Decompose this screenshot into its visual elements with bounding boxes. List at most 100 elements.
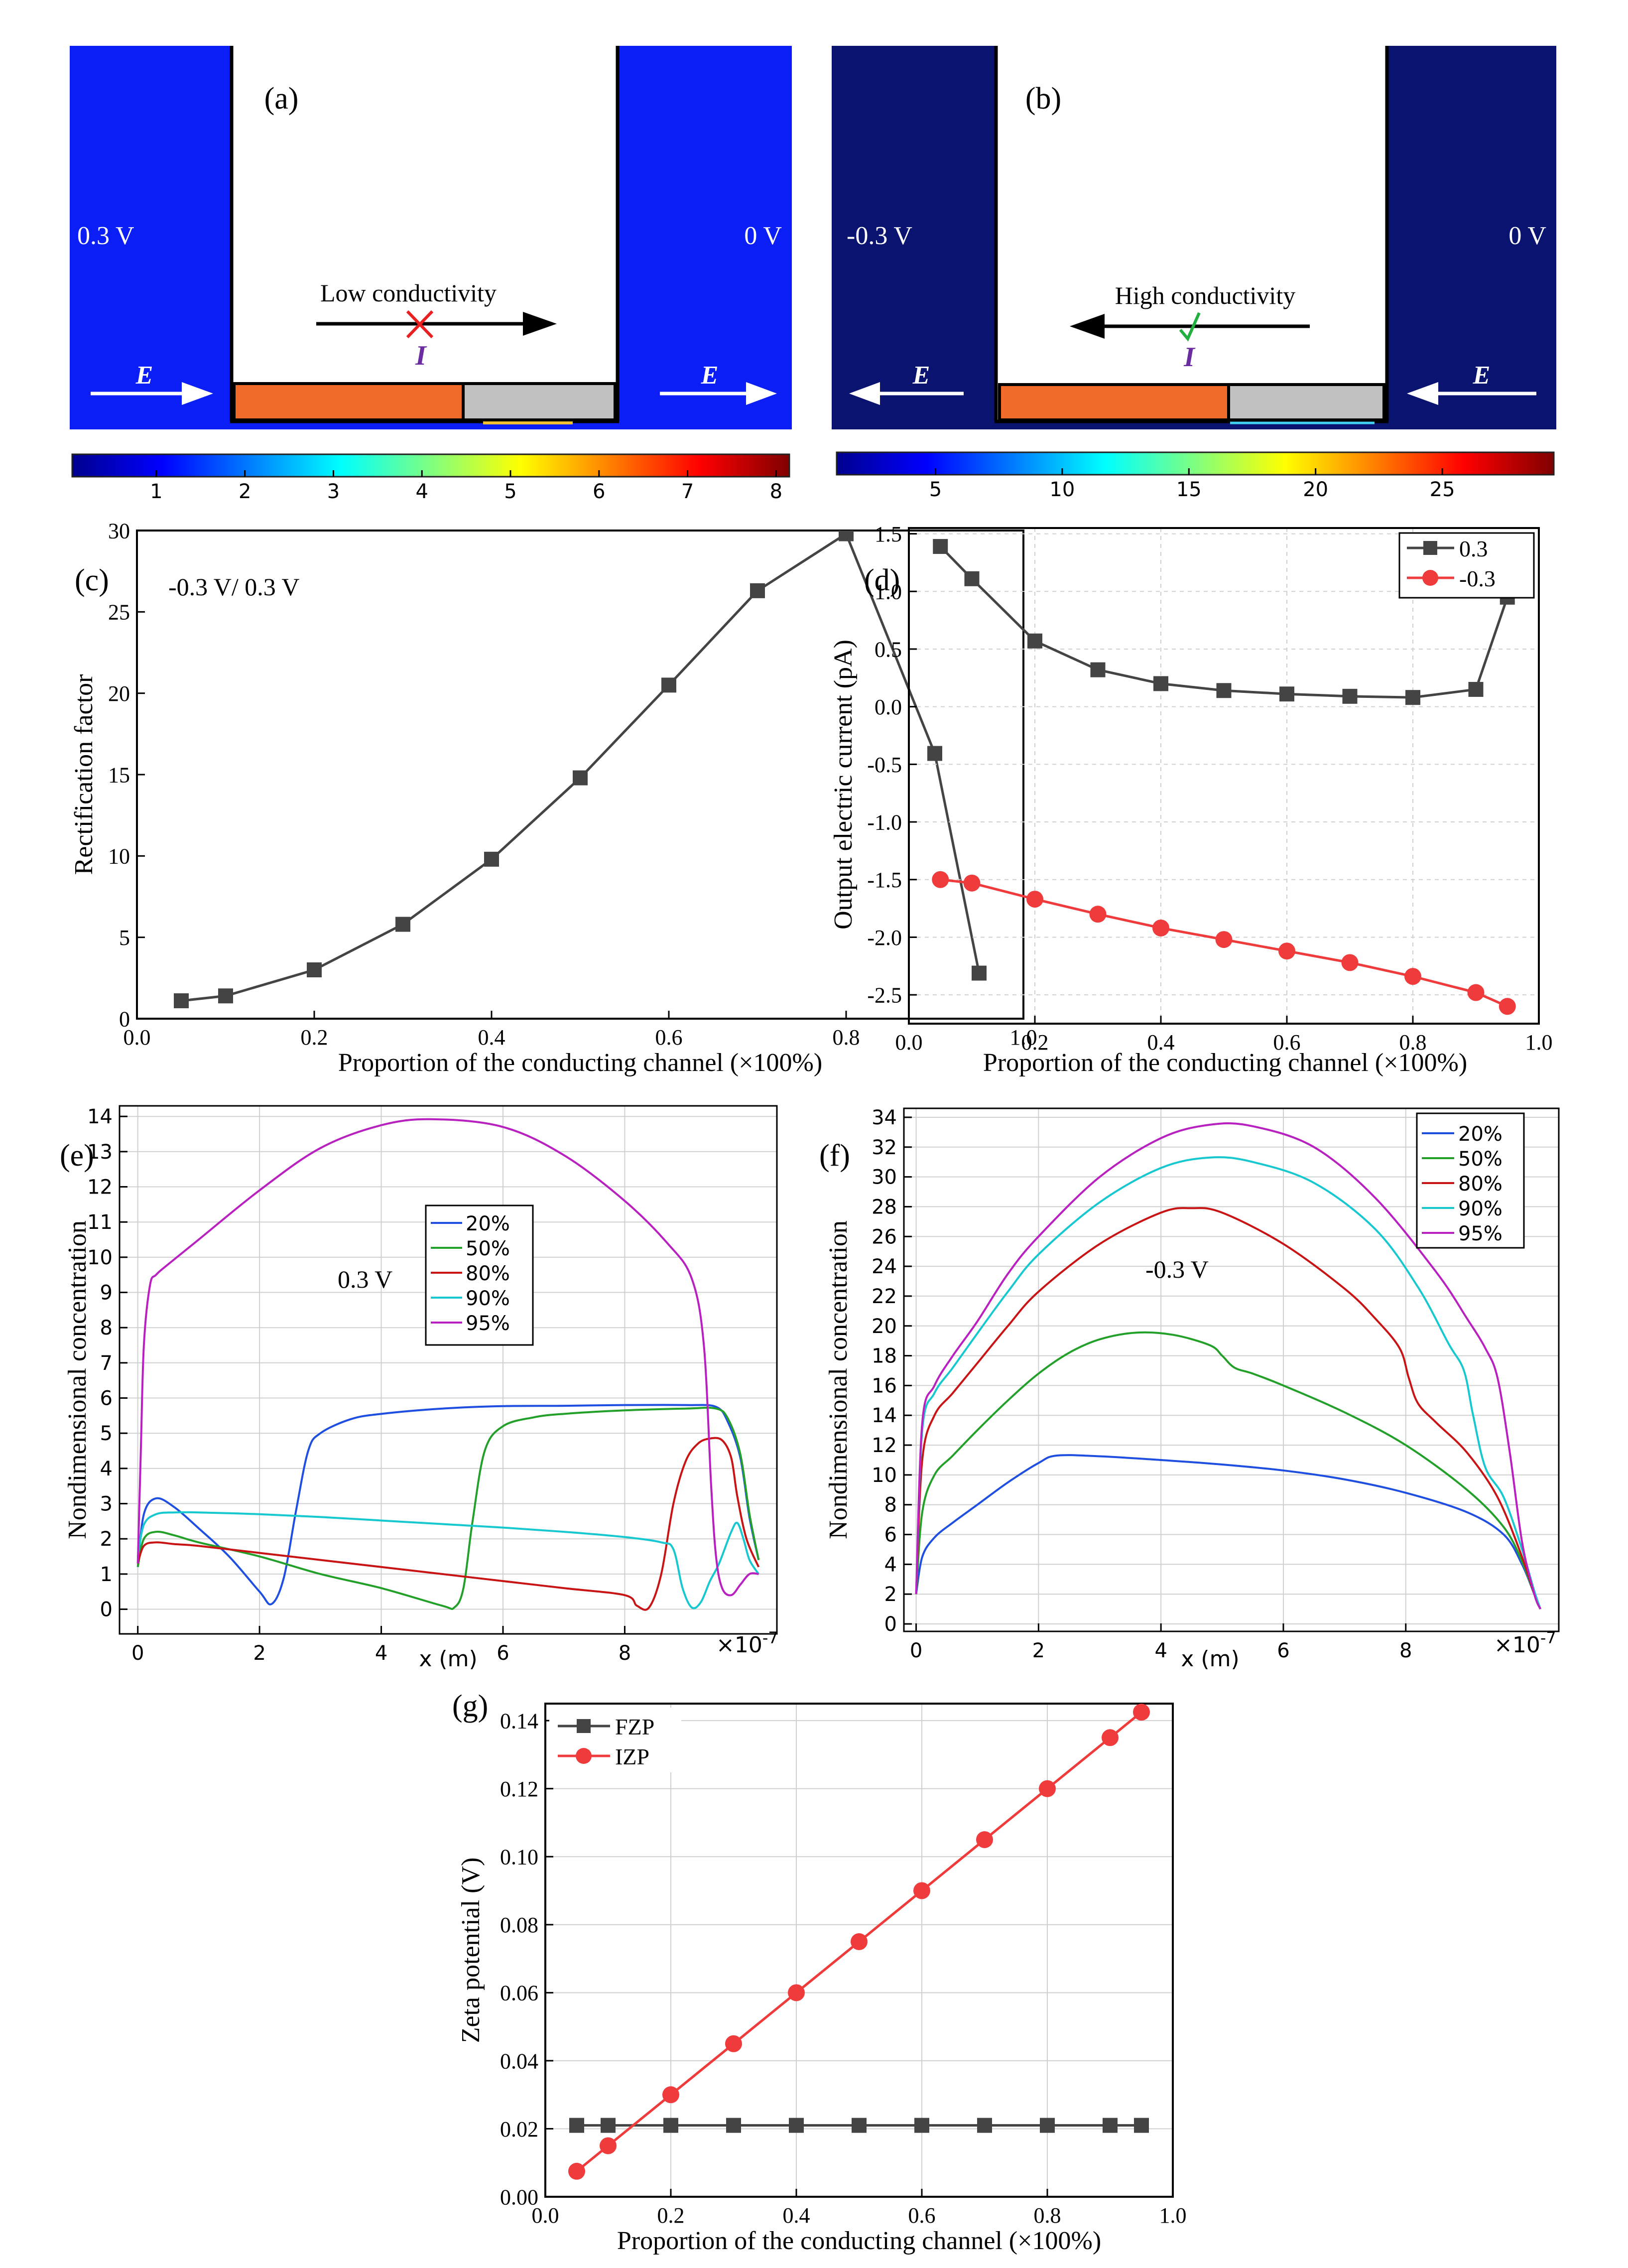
chart-g-plot — [568, 1704, 1150, 2180]
left-voltage-label: 0.3 V — [77, 222, 134, 250]
chart-g-xlabel: Proportion of the conducting channel (×1… — [617, 2227, 1101, 2255]
data-point-circle — [662, 2086, 679, 2104]
y-tick-label: 10 — [108, 844, 130, 869]
y-tick-label: 0.04 — [500, 2049, 538, 2073]
y-tick-label: 0.06 — [500, 1981, 538, 2005]
y-tick-label: 8 — [100, 1317, 113, 1339]
colorbar-tick-label: 15 — [1176, 478, 1202, 501]
y-tick-label: -2.0 — [867, 926, 902, 950]
chart-e-xlabel: x (m) — [419, 1646, 477, 1672]
x-tick-label: 0.6 — [908, 2203, 936, 2228]
chart-c-plot — [174, 531, 987, 1009]
data-point-square — [573, 770, 588, 786]
x-tick-label: 0.4 — [478, 1025, 505, 1050]
chart-f-ylabel: Nondimensional concentration — [824, 1220, 853, 1539]
chart-g-ticks: 0.0 0.2 0.4 0.6 0.8 1.0 0.00 0.02 0.04 0.06 0.08 0.… — [500, 1709, 1187, 2228]
x-tick-label: 0.8 — [1034, 2203, 1061, 2228]
y-tick-label: 5 — [119, 926, 130, 950]
data-point-circle — [788, 1984, 805, 2001]
colorbar-tick-label: 1 — [150, 480, 162, 503]
colorbar-tick-label: 3 — [327, 480, 340, 503]
y-tick-label: 1.5 — [875, 522, 902, 546]
y-tick-label: 13 — [87, 1141, 113, 1164]
data-point-circle — [1215, 931, 1233, 948]
chart-d-legend: 0.3 -0.3 — [1398, 532, 1535, 599]
y-tick-label: 9 — [100, 1282, 113, 1305]
current-arrowhead — [1070, 314, 1105, 339]
x-tick-label: 2 — [253, 1642, 265, 1665]
chart-d-ylabel: Output electric current (pA) — [829, 640, 858, 930]
legend-label-3: 90% — [466, 1287, 510, 1310]
x-tick-label: 0 — [910, 1639, 922, 1662]
chart-e-legend: 20% 50% 80% 90% 95% — [425, 1204, 534, 1346]
legend-box — [1398, 532, 1535, 599]
y-tick-label: 10 — [872, 1464, 897, 1487]
x-tick-label: 6 — [497, 1642, 509, 1665]
colorbar-a — [71, 453, 790, 478]
series-line-0 — [181, 532, 981, 1002]
chart-c-annotation: -0.3 V/ 0.3 V — [168, 573, 299, 601]
series-curve-90% — [136, 1511, 760, 1609]
y-tick-label: 30 — [108, 519, 130, 543]
y-tick-label: 12 — [872, 1434, 897, 1457]
legend-box — [1416, 1112, 1525, 1249]
chart-g-frame — [544, 1703, 1174, 2198]
field-label-right: E — [1473, 361, 1491, 390]
series-curve-80% — [915, 1207, 1541, 1609]
legend-marker-1 — [576, 1748, 592, 1764]
data-point-square — [1090, 662, 1106, 677]
legend-marker-0 — [1423, 541, 1437, 555]
current-arrowhead — [523, 312, 557, 336]
colorbar-tick-label: 2 — [239, 480, 251, 503]
chart-c: 0.0 0.2 0.4 0.6 0.8 1.0 0 5 10 15 20 25 30 (c) -0.3 … — [70, 519, 1037, 1077]
data-point-circle — [1467, 984, 1485, 1001]
x-tick-label: 0.2 — [301, 1025, 328, 1050]
data-point-circle — [1133, 1704, 1150, 1721]
chart-f-legend: 20% 50% 80% 90% 95% — [1416, 1112, 1525, 1249]
colorbar-tick-label: 8 — [770, 480, 782, 503]
data-point-circle — [913, 1882, 930, 1899]
data-point-square — [726, 2118, 741, 2133]
chart-e-ylabel: Nondimensional concentration — [63, 1220, 92, 1539]
field-arrow-right — [1407, 382, 1536, 405]
data-point-square — [927, 746, 942, 761]
legend-marker-1 — [1422, 570, 1438, 586]
data-point-square — [964, 571, 980, 586]
data-point-square — [789, 2118, 804, 2133]
panel-b-letter: (b) — [1025, 82, 1061, 116]
chart-f-plot — [915, 1122, 1542, 1609]
colorbar-a-ticks: 1 2 3 4 5 6 7 8 — [150, 470, 782, 503]
data-point-circle — [976, 1831, 993, 1849]
y-tick-label: 30 — [872, 1166, 897, 1189]
chart-d-grid — [908, 528, 1539, 1024]
data-point-square — [1468, 681, 1484, 697]
series-curve-90% — [915, 1156, 1542, 1609]
data-point-square — [661, 677, 676, 693]
data-point-square — [1279, 686, 1294, 702]
chart-c-letter: (c) — [75, 563, 109, 597]
y-tick-label: 28 — [872, 1196, 897, 1218]
y-tick-label: -2.5 — [867, 983, 902, 1008]
x-tick-label: 6 — [1277, 1639, 1289, 1662]
chart-f-annotation: -0.3 V — [1145, 1255, 1209, 1283]
data-point-circle — [963, 874, 981, 892]
annotation-text: High conductivity — [1115, 281, 1295, 309]
colorbar-b — [836, 451, 1555, 476]
data-point-square — [601, 2118, 616, 2133]
x-tick-label: 0.4 — [1147, 1030, 1175, 1055]
series-curve-80% — [136, 1437, 760, 1611]
legend-label-1: -0.3 — [1459, 566, 1496, 591]
data-point-square — [972, 965, 987, 981]
chart-d-frame — [908, 527, 1540, 1025]
chart-e-grid — [120, 1106, 777, 1634]
x-tick-label: 0.8 — [1399, 1030, 1427, 1055]
y-tick-label: 0.0 — [875, 695, 902, 719]
series-curve-95% — [915, 1122, 1541, 1609]
legend-label-1: 50% — [1458, 1148, 1503, 1171]
y-tick-label: 18 — [872, 1345, 897, 1368]
data-point-square — [307, 962, 322, 977]
legend-box — [549, 1708, 681, 1772]
chart-f-frame — [903, 1107, 1560, 1632]
